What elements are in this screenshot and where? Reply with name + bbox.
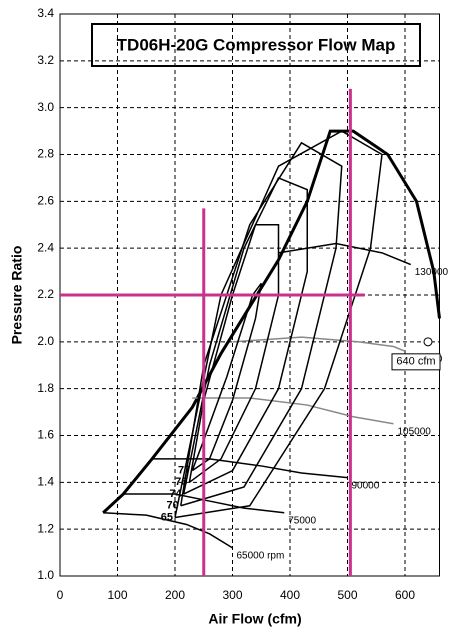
curve [182, 176, 308, 495]
y-tick-label: 1.0 [37, 568, 54, 582]
speed-label: 130000 [415, 267, 449, 278]
y-tick-label: 1.2 [37, 521, 54, 535]
y-tick-label: 2.4 [37, 240, 54, 254]
curve [123, 493, 285, 514]
x-tick-label: 600 [395, 588, 415, 602]
curve [188, 224, 280, 483]
y-tick-label: 1.6 [37, 428, 54, 442]
annotation-text: 640 cfm [396, 356, 435, 368]
y-axis-label: Pressure Ratio [9, 246, 25, 345]
y-tick-label: 3.0 [37, 100, 54, 114]
x-tick-label: 300 [222, 588, 242, 602]
curve [180, 141, 343, 507]
y-tick-label: 2.0 [37, 334, 54, 348]
curve [174, 130, 383, 519]
y-tick-label: 2.8 [37, 147, 54, 161]
curve [278, 242, 412, 266]
y-tick-label: 3.2 [37, 53, 54, 67]
speed-label: 90000 [352, 480, 380, 491]
x-tick-label: 500 [337, 588, 357, 602]
y-tick-label: 3.4 [37, 6, 54, 20]
x-axis-label: Air Flow (cfm) [208, 611, 301, 627]
y-tick-label: 1.4 [37, 475, 54, 489]
speed-label: 105000 [398, 426, 432, 437]
y-tick-label: 2.2 [37, 287, 54, 301]
y-tick-label: 1.8 [37, 381, 54, 395]
y-tick-label: 2.6 [37, 194, 54, 208]
x-tick-label: 0 [57, 588, 64, 602]
x-tick-label: 200 [165, 588, 185, 602]
x-tick-label: 400 [280, 588, 300, 602]
speed-label: 75000 [288, 515, 316, 526]
annotation-point [423, 337, 433, 347]
reference-line [102, 129, 441, 514]
curve [191, 282, 262, 472]
curve [192, 397, 394, 425]
chart-title: TD06H-20G Compressor Flow Map [117, 35, 396, 54]
efficiency-label: 70 [167, 500, 179, 512]
curve [103, 512, 233, 549]
curve [232, 336, 406, 352]
efficiency-label: 65 [161, 511, 173, 523]
x-tick-label: 100 [107, 588, 127, 602]
annotation-box [391, 353, 441, 371]
title-box [91, 23, 421, 67]
speed-label: 65000 rpm [237, 551, 285, 562]
